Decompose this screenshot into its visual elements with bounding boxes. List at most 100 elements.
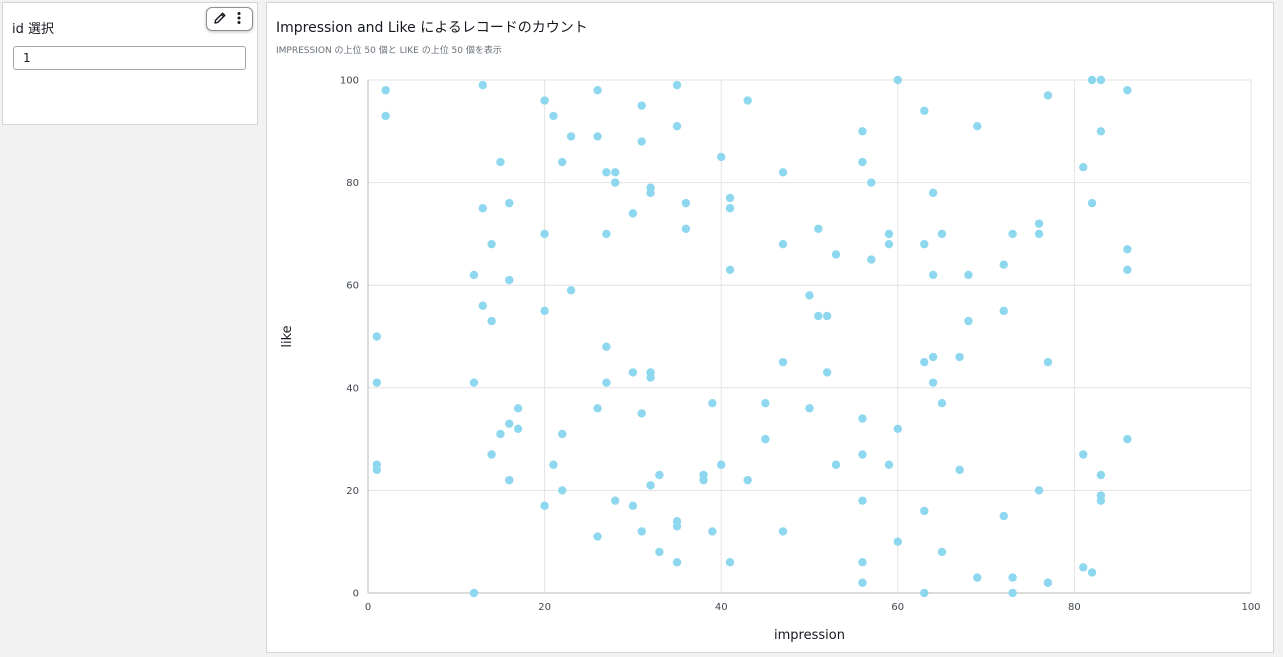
data-point (593, 404, 602, 413)
data-point (628, 209, 638, 218)
filter-control-panel: id 選択 1 (2, 2, 258, 125)
data-point (602, 378, 611, 387)
data-point (1096, 75, 1106, 85)
data-point (858, 127, 867, 136)
data-point (814, 224, 823, 233)
x-tick-label: 20 (538, 602, 551, 613)
data-point (920, 506, 929, 516)
y-tick-label: 100 (340, 76, 359, 87)
data-point (1008, 588, 1017, 598)
data-point (655, 547, 664, 557)
data-point (1034, 486, 1044, 495)
data-point (558, 429, 567, 439)
data-point (646, 481, 655, 490)
x-axis-label: impression (774, 628, 845, 643)
x-tick-label: 40 (715, 602, 728, 613)
data-point (814, 311, 823, 321)
data-point (973, 573, 982, 582)
data-point (867, 178, 876, 187)
data-point (1079, 163, 1088, 172)
data-point (708, 527, 717, 536)
data-point (1008, 229, 1017, 239)
x-tick-label: 100 (1241, 602, 1260, 613)
data-point (725, 558, 735, 567)
filter-title: id 選択 (12, 22, 54, 37)
data-point (999, 306, 1008, 316)
data-point (1043, 91, 1053, 100)
scatter-plot[interactable]: 0 20 40 60 80 100 0 20 40 60 80 100 impression like (267, 3, 1273, 652)
edit-button[interactable] (211, 10, 229, 28)
x-tick-label: 80 (1068, 602, 1081, 613)
data-point (478, 80, 487, 90)
more-options-button[interactable] (230, 10, 248, 28)
data-point (637, 137, 646, 146)
data-point (372, 465, 382, 475)
data-point (381, 111, 390, 121)
data-point (743, 475, 752, 485)
data-point (372, 332, 382, 341)
data-point (540, 306, 549, 316)
more-vertical-icon (236, 10, 242, 29)
data-point (1123, 265, 1132, 275)
data-point (672, 121, 682, 131)
data-point (1079, 563, 1088, 572)
data-point (540, 96, 549, 105)
y-tick-label: 20 (346, 486, 359, 497)
data-point (381, 86, 390, 95)
data-point (884, 229, 894, 239)
data-point (928, 352, 938, 362)
y-tick-label: 80 (346, 178, 359, 189)
y-axis-label: like (280, 325, 295, 347)
data-point (778, 357, 788, 367)
data-point (725, 193, 735, 203)
data-point (672, 522, 682, 531)
data-point (496, 157, 505, 167)
control-toolbar (206, 7, 253, 31)
data-point (681, 198, 691, 208)
data-point (778, 239, 788, 249)
data-point (937, 229, 947, 239)
data-point (602, 342, 611, 351)
data-point (566, 132, 576, 141)
data-point (637, 101, 646, 110)
data-point (637, 527, 646, 536)
data-point (955, 352, 964, 362)
data-point (893, 537, 902, 546)
data-point (513, 404, 523, 413)
data-point (540, 501, 549, 510)
data-point (372, 378, 382, 387)
data-point (1034, 219, 1044, 228)
data-point (646, 188, 655, 198)
data-point (928, 188, 938, 198)
data-point (964, 270, 973, 280)
data-point (920, 357, 929, 367)
data-point (505, 419, 514, 428)
id-select-input[interactable]: 1 (13, 46, 246, 70)
data-point (858, 450, 867, 459)
data-point (1123, 245, 1132, 254)
data-point (496, 429, 505, 439)
data-point (478, 301, 487, 310)
data-point (999, 260, 1008, 269)
data-point (540, 229, 549, 239)
data-point (1096, 127, 1106, 136)
data-point (478, 204, 487, 213)
data-point (937, 547, 947, 557)
data-point (505, 275, 514, 285)
data-point (920, 239, 929, 249)
data-point (1043, 357, 1053, 367)
data-point (717, 460, 726, 469)
data-point (1096, 470, 1106, 480)
chart-subtitle: IMPRESSION の上位 50 個と LIKE の上位 50 個を表示 (276, 46, 502, 56)
chart-title: Impression and Like によるレコードのカウント (276, 20, 588, 36)
data-point (725, 204, 735, 213)
data-point (602, 229, 611, 239)
data-point (1008, 573, 1017, 582)
data-point (549, 460, 558, 469)
data-point (1079, 450, 1088, 459)
data-point (1087, 198, 1097, 208)
data-point (1123, 434, 1132, 444)
data-point (858, 414, 867, 423)
data-point (1087, 568, 1097, 577)
data-point (611, 168, 620, 177)
